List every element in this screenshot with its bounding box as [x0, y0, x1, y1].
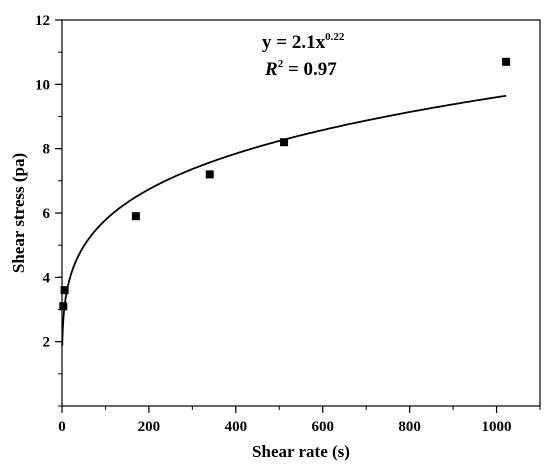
x-tick-label: 800 [398, 419, 421, 435]
r2-exponent: 2 [278, 58, 284, 70]
data-point [280, 138, 289, 147]
y-tick-label: 2 [43, 335, 51, 351]
x-tick-label: 400 [225, 419, 248, 435]
x-tick-label: 1000 [482, 419, 512, 435]
data-point [59, 302, 68, 311]
data-point [131, 212, 140, 221]
axis-ticks [55, 19, 541, 413]
data-point [60, 286, 69, 295]
y-tick-label: 8 [43, 142, 51, 158]
equation-label: y = 2.1x0.22 [262, 31, 345, 53]
y-tick-label: 6 [43, 206, 51, 222]
r2-value: = 0.97 [283, 59, 337, 80]
y-tick-label: 4 [43, 270, 51, 286]
r-squared-label: R2 = 0.97 [264, 58, 337, 80]
x-tick-label: 200 [138, 419, 161, 435]
y-axis-title: Shear stress (pa) [9, 153, 28, 273]
x-axis-title: Shear rate (s) [252, 442, 350, 461]
tick-labels: 0 200 400 600 800 1000 2 4 6 8 10 12 [35, 13, 512, 435]
x-tick-label: 600 [311, 419, 334, 435]
fit-curve [61, 94, 507, 346]
r2-symbol: R [264, 59, 278, 80]
fit-curve-group [61, 94, 507, 346]
x-tick-label: 0 [58, 419, 66, 435]
equation-exponent: 0.22 [325, 31, 345, 43]
y-tick-label: 12 [35, 13, 50, 29]
data-point [205, 170, 214, 179]
plot-area [61, 19, 541, 407]
data-points [59, 57, 511, 311]
data-point [502, 57, 511, 66]
equation-text: y = 2.1x [262, 32, 326, 53]
y-tick-label: 10 [35, 77, 50, 93]
